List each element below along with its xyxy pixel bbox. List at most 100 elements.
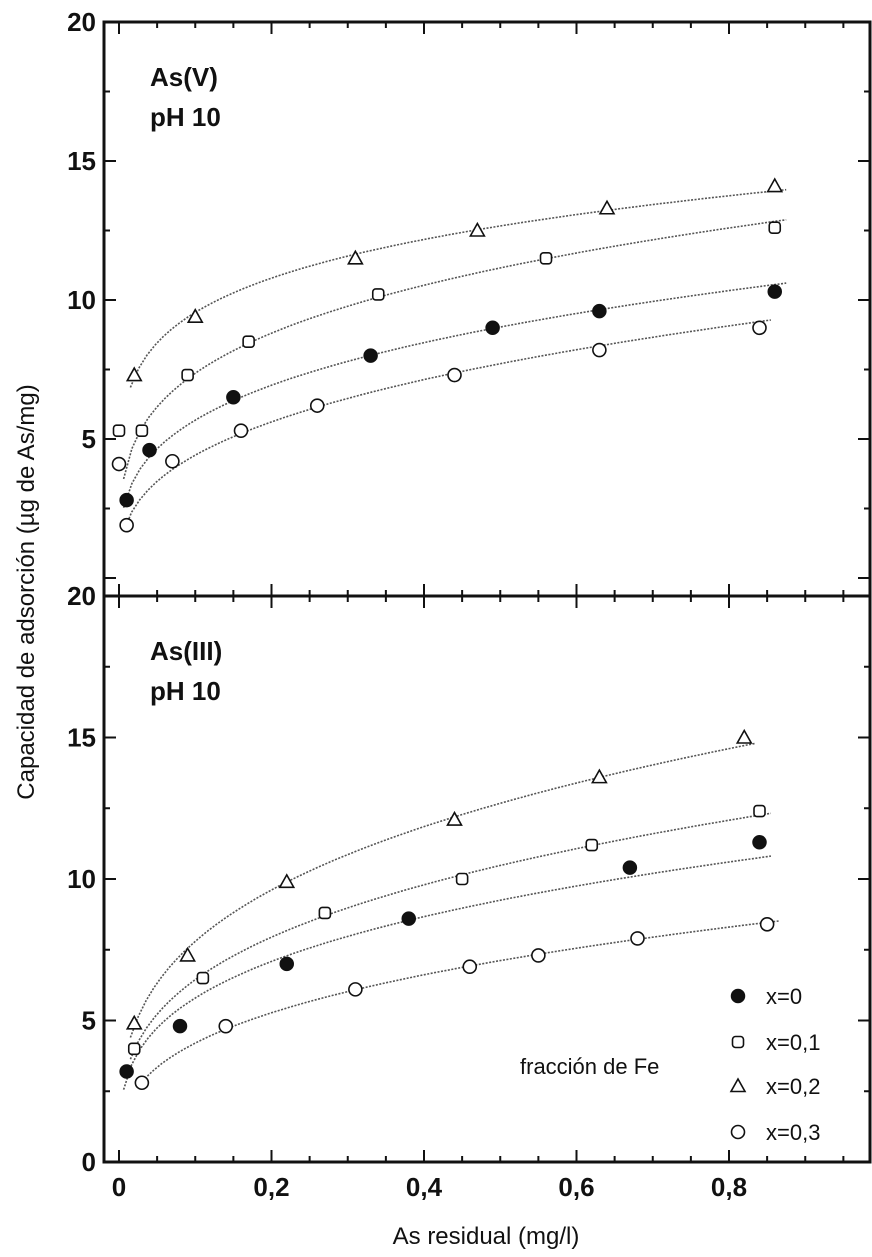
trend-curve (129, 188, 787, 388)
data-point (347, 249, 364, 265)
panel-label-ph: pH 10 (150, 102, 221, 132)
data-point (752, 834, 767, 850)
data-point (181, 368, 194, 382)
data-point (127, 1042, 141, 1056)
data-point (218, 1018, 234, 1034)
data-point (735, 728, 753, 744)
legend-label: x=0 (766, 984, 802, 1009)
legend-marker (731, 1035, 745, 1049)
x-tick-label: 0,2 (253, 1172, 289, 1202)
data-point (172, 1018, 188, 1034)
legend-marker (730, 1124, 746, 1140)
data-point (766, 177, 784, 193)
data-point (242, 335, 255, 349)
y-tick-label: 10 (67, 285, 96, 315)
trend-curve (122, 855, 772, 1090)
data-point (309, 398, 325, 413)
x-tick-label: 0,8 (711, 1172, 747, 1202)
data-point (125, 1014, 143, 1030)
data-point (111, 456, 127, 472)
data-point (125, 366, 143, 382)
data-point (226, 390, 241, 405)
data-point (447, 367, 462, 383)
data-point (233, 423, 249, 438)
data-point (753, 804, 766, 818)
data-point (119, 1064, 134, 1079)
data-point (134, 1075, 150, 1091)
panel-label-species: As(V) (150, 62, 218, 92)
data-point (531, 948, 546, 963)
legend: x=0 x=0,1 x=0,2 x=0,3 fracción de Fe (520, 984, 820, 1145)
series-open-circle (111, 319, 772, 533)
data-point (752, 320, 767, 336)
data-point (759, 916, 775, 932)
data-point (363, 348, 378, 363)
legend-label: x=0,2 (766, 1074, 820, 1099)
data-point (539, 252, 553, 265)
y-tick-label: 0 (82, 1147, 96, 1177)
trend-curve (129, 742, 756, 1038)
legend-label: x=0,1 (766, 1030, 820, 1055)
data-point (768, 221, 782, 235)
data-point (622, 860, 638, 875)
legend-marker (729, 1077, 747, 1093)
y-tick-label: 5 (82, 1006, 96, 1036)
data-point (196, 971, 210, 985)
data-point (318, 906, 332, 920)
legend-title: fracción de Fe (520, 1054, 659, 1079)
panel-as-iii: 0 5 10 15 20 As(III) pH 10 (67, 581, 872, 1177)
data-point (179, 946, 196, 962)
data-point (592, 303, 607, 319)
data-point (348, 982, 363, 997)
data-point (585, 838, 599, 852)
y-tick-label: 20 (67, 581, 96, 611)
series-filled-circle (119, 834, 772, 1090)
y-tick-label: 15 (67, 146, 96, 176)
data-point (767, 284, 782, 299)
data-point (592, 342, 607, 358)
data-point (279, 956, 294, 972)
y-tick-label: 5 (82, 424, 96, 454)
panel-label-ph: pH 10 (150, 676, 221, 706)
data-point (455, 872, 469, 886)
data-point (186, 308, 204, 323)
plot-root: 5 10 15 20 As(V) pH 10 0 5 10 15 20 As(III) pH 10 0 0,… (13, 7, 872, 1250)
y-tick-label: 10 (67, 864, 96, 894)
x-tick-label: 0 (112, 1172, 126, 1202)
series-open-circle (134, 916, 779, 1091)
data-point (446, 810, 463, 826)
data-point (598, 199, 616, 215)
x-tick-label: 0,4 (406, 1172, 443, 1202)
data-point (371, 288, 385, 301)
data-point (401, 911, 416, 926)
series-open-square (127, 804, 772, 1060)
series-open-triangle (125, 728, 756, 1038)
data-point (142, 442, 157, 458)
trend-curve (122, 319, 772, 532)
data-point (165, 453, 180, 469)
trend-curve (137, 920, 779, 1088)
panel-label-species: As(III) (150, 636, 222, 666)
data-point (591, 768, 608, 784)
series-open-triangle (125, 177, 787, 388)
legend-marker (730, 988, 746, 1004)
x-tick-label: 0,6 (558, 1172, 594, 1202)
trend-curve (122, 219, 787, 480)
panel-as-v: 5 10 15 20 As(V) pH 10 (67, 7, 872, 598)
y-tick-label: 20 (67, 7, 96, 37)
data-point (119, 492, 134, 508)
data-point (112, 424, 126, 437)
data-point (119, 517, 134, 533)
series-open-square (112, 219, 787, 480)
data-point (278, 873, 296, 889)
legend-label: x=0,3 (766, 1120, 820, 1145)
y-axis-title: Capacidad de adsorción (µg de As/mg) (13, 384, 40, 799)
data-point (462, 959, 478, 975)
data-point (485, 320, 500, 336)
data-point (135, 424, 149, 437)
y-tick-label: 15 (67, 723, 96, 753)
data-point (630, 931, 645, 946)
series-filled-circle (119, 282, 787, 509)
